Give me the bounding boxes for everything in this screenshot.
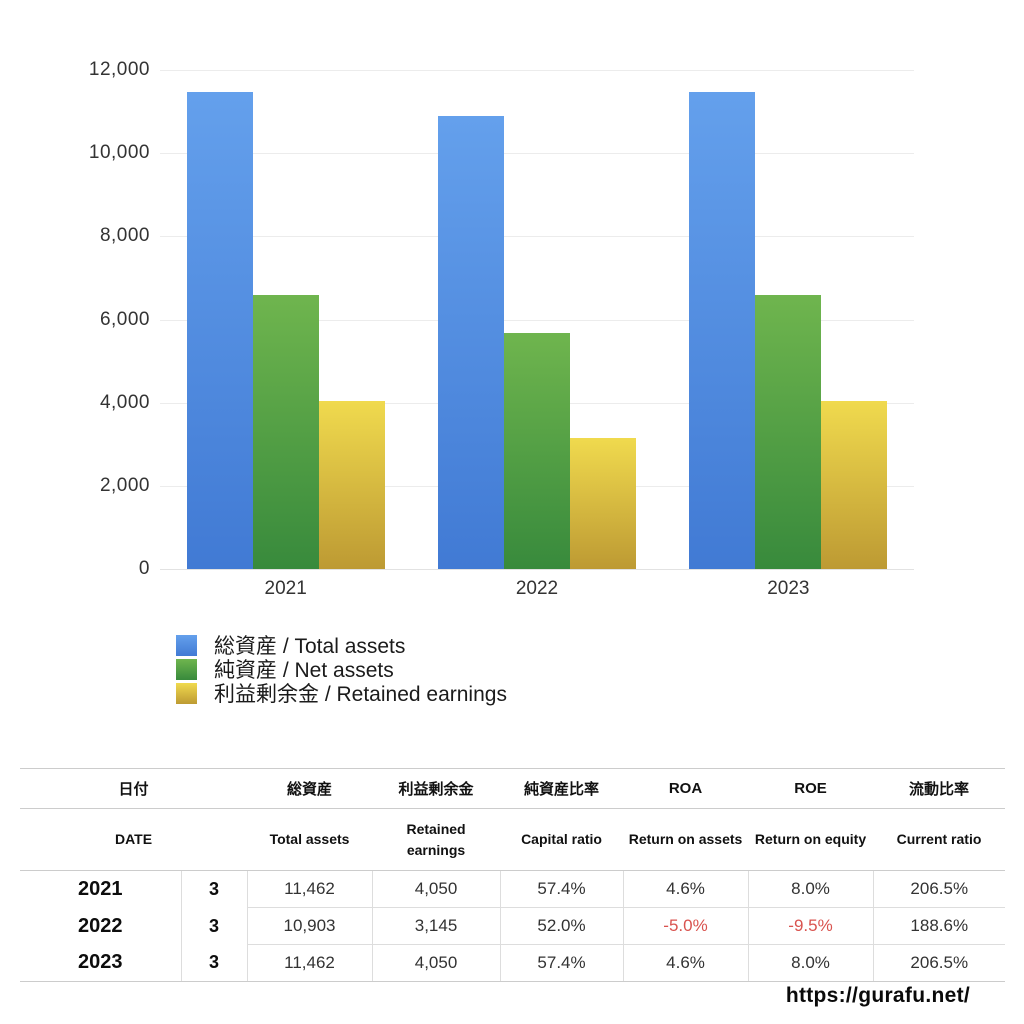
cell-retained-earnings: 4,050: [371, 870, 501, 908]
bar-total-assets-2021: [186, 92, 253, 569]
header-roa-jp: ROA: [623, 768, 749, 809]
legend-swatch-net-assets: [176, 658, 197, 680]
header-roe-en: Return on equity: [748, 808, 874, 871]
header-capital-ratio-jp: 純資産比率: [500, 768, 624, 809]
cell-month: 3: [180, 907, 248, 945]
cell-retained-earnings: 4,050: [371, 944, 501, 982]
gridline: [160, 70, 914, 71]
cell-roe: 8.0%: [747, 944, 874, 982]
cell-roe: 8.0%: [747, 870, 874, 908]
cell-capital-ratio: 57.4%: [499, 870, 624, 908]
legend-label: 総資産 / Total assets: [214, 635, 406, 658]
header-total-assets-en: Total assets: [247, 808, 373, 871]
cell-total-assets: 10,903: [246, 907, 373, 945]
header-retained-earnings-jp: 利益剰余金: [372, 768, 501, 809]
cell-roa: 4.6%: [622, 870, 749, 908]
legend-swatch-total-assets: [176, 634, 197, 656]
bar-retained-earnings-2023: [821, 400, 888, 569]
table-header-english: DATE Total assets Retained earnings Capi…: [20, 808, 1006, 871]
bar-retained-earnings-2021: [318, 400, 385, 569]
y-tick-label: 6,000: [99, 308, 150, 330]
header-roa-en: Return on assets: [623, 808, 749, 871]
y-tick-label: 8,000: [99, 225, 150, 247]
cell-total-assets: 11,462: [246, 870, 373, 908]
cell-year: 2021: [78, 877, 123, 900]
cell-roe: -9.5%: [747, 907, 874, 945]
header-total-assets-jp: 総資産: [247, 768, 373, 809]
legend-item-net-assets: 純資産 / Net assets: [176, 657, 507, 682]
legend-swatch-retained-earnings: [176, 682, 197, 704]
table-body: 2021 3 11,462 4,050 57.4% 4.6% 8.0% 206.5% 2022 3…: [20, 870, 1006, 982]
legend-item-retained-earnings: 利益剰余金 / Retained earnings: [176, 681, 507, 706]
cell-current-ratio: 188.6%: [872, 907, 1006, 945]
gridline: [160, 236, 914, 238]
gridline: [160, 319, 914, 321]
plot-area: [160, 70, 914, 570]
legend-item-total-assets: 総資産 / Total assets: [176, 633, 507, 658]
bar-total-assets-2023: [689, 92, 756, 569]
x-tick-label: 2021: [264, 578, 307, 599]
bar-total-assets-2022: [438, 115, 504, 569]
y-tick-label: 4,000: [99, 391, 150, 413]
cell-current-ratio: 206.5%: [872, 944, 1006, 982]
cell-month: 3: [180, 944, 248, 982]
cell-roa: -5.0%: [622, 907, 749, 945]
header-roe-jp: ROE: [748, 768, 874, 809]
gridline: [160, 569, 914, 570]
cell-year: 2022: [78, 914, 123, 937]
bar-retained-earnings-2022: [570, 438, 636, 569]
x-tick-label: 2023: [767, 578, 810, 599]
site-url: https://gurafu.net/: [785, 984, 970, 1007]
table-row-2023: 2023 3 11,462 4,050 57.4% 4.6% 8.0% 206.5%: [20, 944, 1006, 982]
cell-total-assets: 11,462: [246, 944, 373, 982]
x-tick-label: 2022: [515, 578, 559, 599]
table-row-2022: 2022 3 10,903 3,145 52.0% -5.0% -9.5% 188.6%: [20, 907, 1006, 945]
header-date-jp: 日付: [20, 768, 248, 809]
cell-capital-ratio: 57.4%: [499, 944, 624, 982]
header-current-ratio-en: Current ratio: [873, 808, 1006, 871]
cell-current-ratio: 206.5%: [872, 870, 1006, 908]
y-tick-label: 0: [138, 558, 150, 579]
y-tick-label: 2,000: [99, 474, 150, 496]
header-date-en: DATE: [20, 808, 248, 871]
cell-year: 2023: [20, 944, 181, 982]
table-header-japanese: 日付 総資産 利益剰余金 純資産比率 ROA ROE 流動比率: [20, 768, 1006, 809]
financial-table: 日付 総資産 利益剰余金 純資産比率 ROA ROE 流動比率 DATE Tot…: [20, 768, 1006, 982]
bar-net-assets-2022: [504, 333, 570, 569]
header-current-ratio-jp: 流動比率: [873, 768, 1006, 809]
header-capital-ratio-en: Capital ratio: [500, 808, 624, 871]
legend-label: 純資産 / Net assets: [214, 659, 394, 682]
cell-month: 3: [180, 870, 248, 908]
header-retained-earnings-en: Retained earnings: [372, 808, 501, 871]
cell-roa: 4.6%: [622, 944, 749, 982]
table-row-2021: 2021 3 11,462 4,050 57.4% 4.6% 8.0% 206.5%: [20, 870, 1006, 908]
cell-capital-ratio: 52.0%: [499, 907, 624, 945]
y-tick-label: 10,000: [88, 142, 150, 164]
gridline: [160, 153, 914, 155]
y-tick-label: 12,000: [88, 59, 150, 80]
bar-net-assets-2023: [755, 295, 822, 569]
legend-label: 利益剰余金 / Retained earnings: [214, 683, 507, 706]
bar-net-assets-2021: [252, 295, 319, 569]
cell-retained-earnings: 3,145: [371, 907, 501, 945]
chart-legend: 総資産 / Total assets 純資産 / Net assets 利益剰余金 …: [176, 633, 507, 706]
